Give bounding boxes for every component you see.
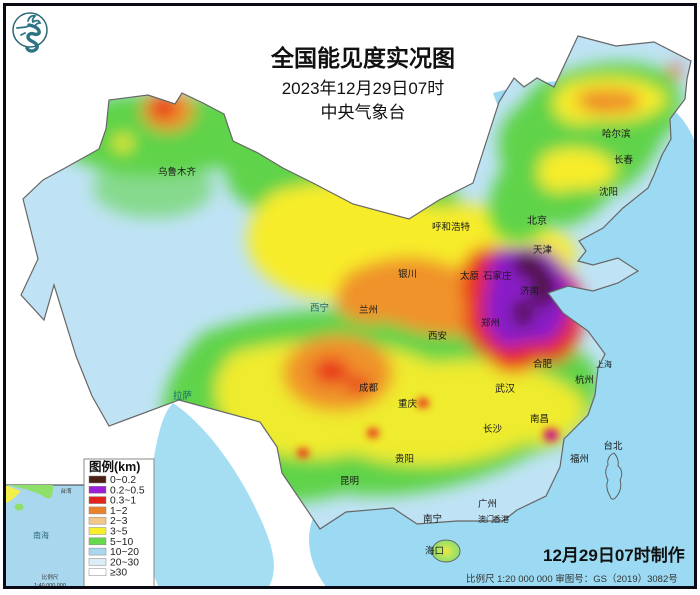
- svg-text:比例尺 1:20 000 000 审图号：GS（201: 比例尺 1:20 000 000 审图号：GS（2019）3082号: [466, 573, 678, 585]
- svg-text:沈阳: 沈阳: [599, 186, 618, 198]
- svg-text:全国能见度实况图: 全国能见度实况图: [270, 45, 455, 71]
- svg-text:南宁: 南宁: [423, 513, 442, 525]
- svg-text:香港: 香港: [493, 514, 509, 524]
- svg-text:台北: 台北: [603, 440, 623, 452]
- svg-text:北京: 北京: [527, 214, 547, 227]
- svg-text:银川: 银川: [398, 268, 417, 280]
- svg-text:合肥: 合肥: [533, 358, 553, 370]
- svg-text:天津: 天津: [533, 245, 553, 256]
- svg-text:贵阳: 贵阳: [395, 453, 414, 465]
- svg-text:比例尺: 比例尺: [42, 573, 59, 581]
- svg-text:成都: 成都: [359, 382, 379, 394]
- svg-text:南海: 南海: [33, 530, 49, 540]
- svg-text:乌鲁木齐: 乌鲁木齐: [158, 166, 197, 178]
- svg-text:福州: 福州: [570, 453, 589, 465]
- svg-text:南昌: 南昌: [530, 413, 549, 425]
- svg-text:长春: 长春: [614, 154, 634, 166]
- svg-text:杭州: 杭州: [575, 374, 594, 386]
- svg-text:重庆: 重庆: [398, 398, 418, 410]
- svg-text:中央气象台: 中央气象台: [321, 103, 406, 122]
- svg-text:西安: 西安: [428, 330, 447, 342]
- svg-text:图例(km): 图例(km): [89, 459, 140, 474]
- svg-text:澳门: 澳门: [478, 514, 494, 524]
- svg-text:兰州: 兰州: [359, 304, 378, 316]
- svg-text:海口: 海口: [425, 545, 444, 557]
- svg-text:1:40 000 000: 1:40 000 000: [34, 583, 66, 589]
- svg-text:拉萨: 拉萨: [173, 390, 193, 402]
- svg-text:哈尔滨: 哈尔滨: [602, 128, 631, 140]
- svg-text:广州: 广州: [478, 498, 497, 510]
- svg-text:济南: 济南: [520, 285, 539, 297]
- svg-text:西宁: 西宁: [310, 302, 329, 314]
- svg-text:台湾: 台湾: [60, 487, 72, 495]
- svg-text:≥30: ≥30: [110, 568, 127, 579]
- svg-text:太原: 太原: [460, 270, 479, 282]
- svg-text:石家庄: 石家庄: [483, 270, 512, 282]
- svg-text:上海: 上海: [596, 359, 612, 369]
- svg-text:12月29日07时制作: 12月29日07时制作: [543, 545, 685, 565]
- svg-text:长沙: 长沙: [483, 423, 503, 435]
- svg-text:武汉: 武汉: [495, 382, 515, 395]
- svg-text:郑州: 郑州: [481, 317, 500, 329]
- svg-text:昆明: 昆明: [340, 476, 359, 487]
- svg-text:呼和浩特: 呼和浩特: [432, 221, 471, 233]
- svg-text:2023年12月29日07时: 2023年12月29日07时: [282, 79, 445, 98]
